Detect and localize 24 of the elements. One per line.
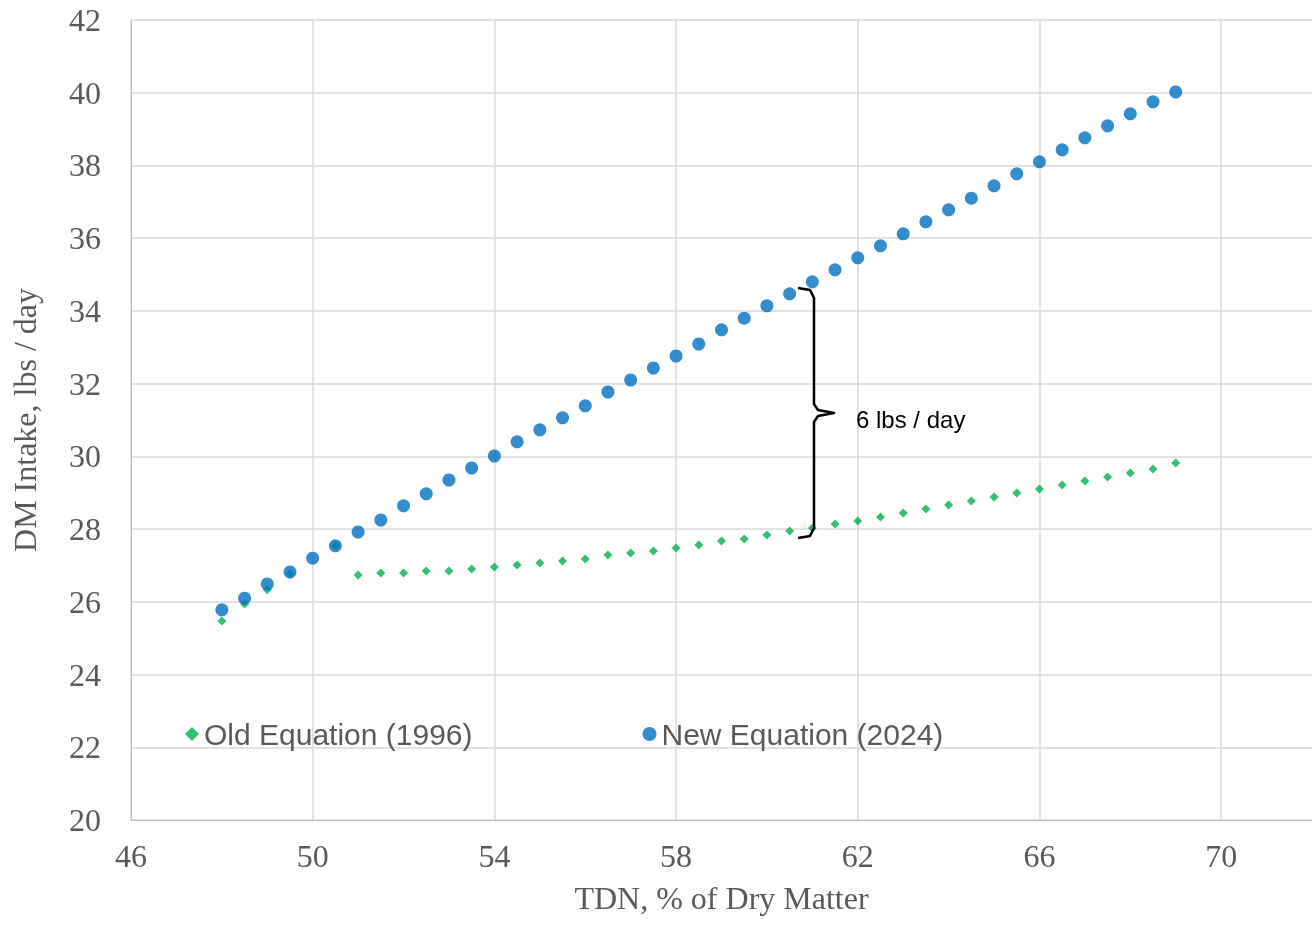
y-tick-label: 24: [69, 656, 101, 693]
y-tick-label: 36: [69, 220, 101, 257]
legend-label: New Equation (2024): [661, 717, 944, 751]
x-tick-label: 66: [1023, 838, 1056, 874]
y-tick-label: 22: [69, 729, 101, 766]
x-axis-title: TDN, % of Dry Matter: [574, 880, 869, 916]
x-tick-label: 54: [478, 838, 511, 874]
y-tick-label: 28: [69, 511, 101, 548]
y-tick-label: 30: [69, 438, 101, 475]
legend-label: Old Equation (1996): [204, 717, 473, 751]
y-tick-label: 42: [69, 2, 101, 38]
y-tick-label: 26: [69, 583, 101, 620]
y-axis-title: DM Intake, lbs / day: [7, 288, 43, 552]
x-tick-label: 46: [115, 838, 147, 874]
x-tick-label: 50: [296, 838, 329, 874]
y-tick-label: 40: [69, 74, 101, 111]
y-tick-label: 20: [69, 802, 101, 838]
x-tick-label: 70: [1205, 838, 1238, 874]
annotation: 6 lbs / day: [856, 405, 966, 433]
x-tick-label: 58: [660, 838, 693, 874]
y-tick-label: 34: [69, 292, 101, 329]
y-tick-label: 32: [69, 365, 101, 402]
x-tick-label: 62: [841, 838, 874, 874]
y-tick-label: 38: [69, 147, 101, 184]
